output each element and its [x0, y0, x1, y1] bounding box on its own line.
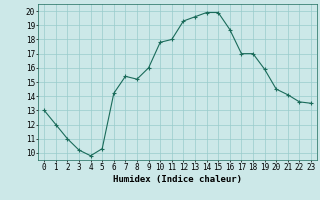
X-axis label: Humidex (Indice chaleur): Humidex (Indice chaleur) — [113, 175, 242, 184]
